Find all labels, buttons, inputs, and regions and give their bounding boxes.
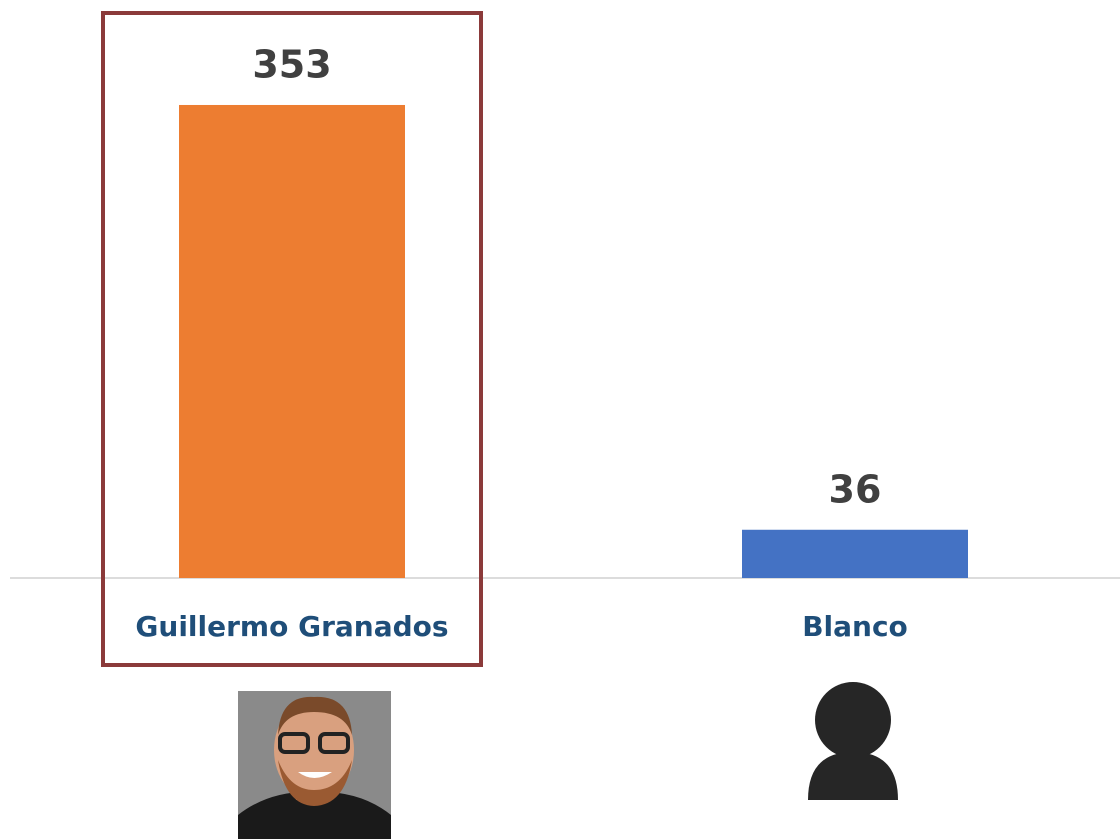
candidate-photo: [238, 691, 391, 839]
data-label: 353: [252, 42, 331, 86]
highlight-box: [101, 11, 483, 667]
category-label: Guillermo Granados: [135, 610, 448, 643]
bar: [179, 104, 405, 578]
category-label: Blanco: [802, 610, 908, 643]
silhouette-icon: [808, 682, 898, 800]
data-label: 36: [829, 467, 882, 511]
bar: [742, 529, 968, 578]
